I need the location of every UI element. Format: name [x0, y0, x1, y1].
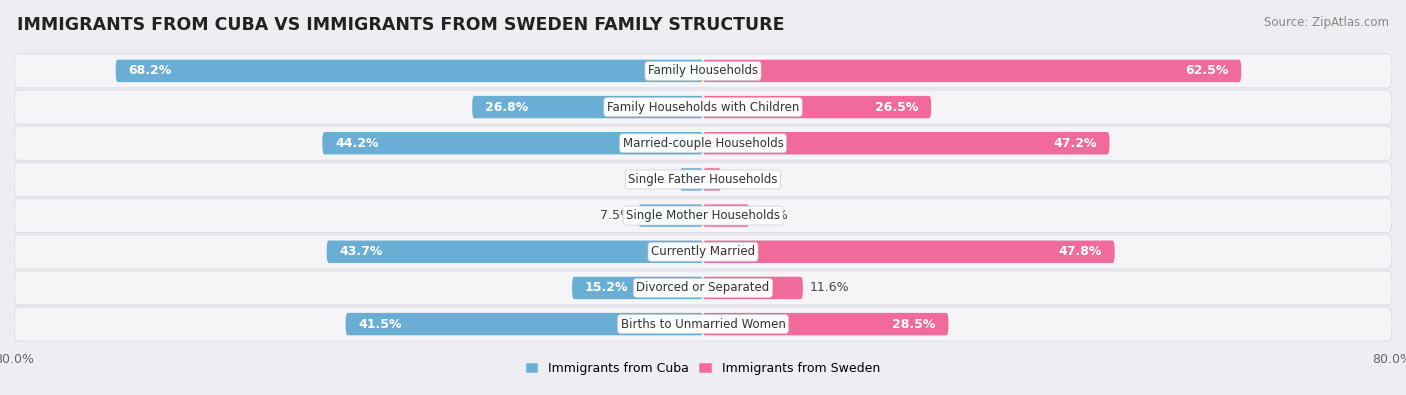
FancyBboxPatch shape	[326, 241, 703, 263]
FancyBboxPatch shape	[703, 168, 721, 191]
Text: Family Households: Family Households	[648, 64, 758, 77]
FancyBboxPatch shape	[322, 132, 703, 154]
Text: 47.8%: 47.8%	[1059, 245, 1102, 258]
FancyBboxPatch shape	[703, 313, 949, 335]
FancyBboxPatch shape	[14, 126, 1392, 160]
FancyBboxPatch shape	[115, 60, 703, 82]
FancyBboxPatch shape	[703, 60, 1241, 82]
FancyBboxPatch shape	[346, 313, 703, 335]
FancyBboxPatch shape	[703, 241, 1115, 263]
Text: 44.2%: 44.2%	[335, 137, 378, 150]
FancyBboxPatch shape	[14, 162, 1392, 196]
Text: 28.5%: 28.5%	[893, 318, 935, 331]
FancyBboxPatch shape	[703, 96, 931, 118]
Legend: Immigrants from Cuba, Immigrants from Sweden: Immigrants from Cuba, Immigrants from Sw…	[522, 357, 884, 380]
Text: Divorced or Separated: Divorced or Separated	[637, 281, 769, 294]
Text: 26.8%: 26.8%	[485, 101, 529, 114]
FancyBboxPatch shape	[14, 271, 1392, 305]
Text: 68.2%: 68.2%	[128, 64, 172, 77]
Text: Married-couple Households: Married-couple Households	[623, 137, 783, 150]
Text: Single Mother Households: Single Mother Households	[626, 209, 780, 222]
FancyBboxPatch shape	[14, 54, 1392, 88]
Text: 2.7%: 2.7%	[641, 173, 673, 186]
Text: 11.6%: 11.6%	[810, 281, 849, 294]
Text: Family Households with Children: Family Households with Children	[607, 101, 799, 114]
Text: 62.5%: 62.5%	[1185, 64, 1229, 77]
FancyBboxPatch shape	[638, 204, 703, 227]
Text: 15.2%: 15.2%	[585, 281, 628, 294]
FancyBboxPatch shape	[703, 277, 803, 299]
Text: 43.7%: 43.7%	[340, 245, 382, 258]
Text: IMMIGRANTS FROM CUBA VS IMMIGRANTS FROM SWEDEN FAMILY STRUCTURE: IMMIGRANTS FROM CUBA VS IMMIGRANTS FROM …	[17, 16, 785, 34]
FancyBboxPatch shape	[14, 199, 1392, 233]
FancyBboxPatch shape	[14, 90, 1392, 124]
FancyBboxPatch shape	[472, 96, 703, 118]
FancyBboxPatch shape	[703, 132, 1109, 154]
Text: Currently Married: Currently Married	[651, 245, 755, 258]
Text: 41.5%: 41.5%	[359, 318, 402, 331]
Text: 5.4%: 5.4%	[756, 209, 789, 222]
Text: 7.5%: 7.5%	[599, 209, 631, 222]
FancyBboxPatch shape	[679, 168, 703, 191]
FancyBboxPatch shape	[572, 277, 703, 299]
Text: 26.5%: 26.5%	[875, 101, 918, 114]
Text: Single Father Households: Single Father Households	[628, 173, 778, 186]
FancyBboxPatch shape	[14, 235, 1392, 269]
FancyBboxPatch shape	[703, 204, 749, 227]
Text: Source: ZipAtlas.com: Source: ZipAtlas.com	[1264, 16, 1389, 29]
Text: 47.2%: 47.2%	[1053, 137, 1097, 150]
Text: Births to Unmarried Women: Births to Unmarried Women	[620, 318, 786, 331]
FancyBboxPatch shape	[14, 307, 1392, 341]
Text: 2.1%: 2.1%	[728, 173, 759, 186]
